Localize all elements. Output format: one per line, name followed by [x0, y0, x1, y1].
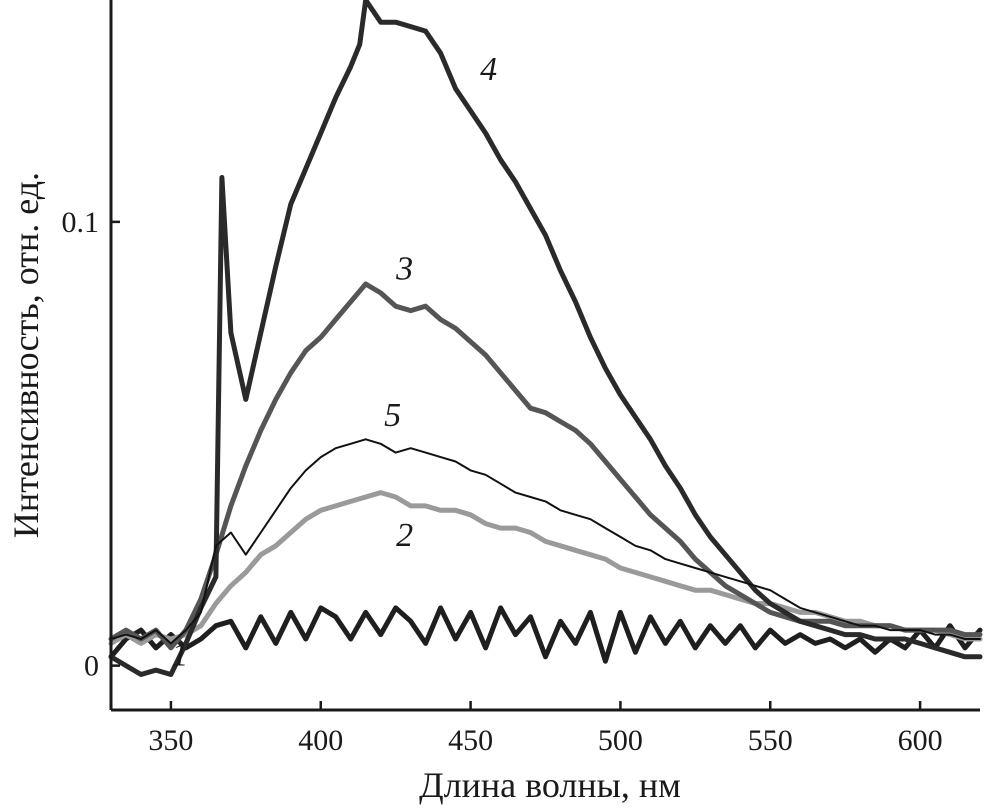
- x-tick-label-350: 350: [148, 724, 193, 757]
- series-label-1: 1: [171, 637, 188, 674]
- series-layer: [108, 0, 983, 677]
- y-tick-label-0: 0: [84, 650, 99, 683]
- x-tick-label-400: 400: [298, 724, 343, 757]
- series-line-3: [108, 281, 983, 651]
- ticks-layer: 350 400 450 500 550 600 0 0.1: [62, 206, 943, 757]
- x-tick-label-600: 600: [898, 724, 943, 757]
- series-label-4: 4: [480, 51, 497, 88]
- series-line-4: [108, 0, 983, 677]
- x-tick-label-500: 500: [598, 724, 643, 757]
- x-axis-title: Длина волны, нм: [419, 765, 681, 805]
- y-axis-title: Интенсивность, отн. ед.: [6, 172, 46, 538]
- series-label-5: 5: [384, 397, 401, 434]
- axes-layer: [109, 0, 980, 712]
- series-labels-layer: 1 2 3 4 5: [171, 51, 497, 674]
- series-line-5: [110, 438, 981, 645]
- series-line-1: [108, 605, 983, 664]
- series-label-2: 2: [396, 517, 413, 554]
- x-tick-label-450: 450: [448, 724, 493, 757]
- y-tick-label-0.1: 0.1: [62, 206, 100, 239]
- x-tick-label-550: 550: [748, 724, 793, 757]
- series-label-3: 3: [395, 251, 413, 288]
- series-line-2: [108, 490, 983, 646]
